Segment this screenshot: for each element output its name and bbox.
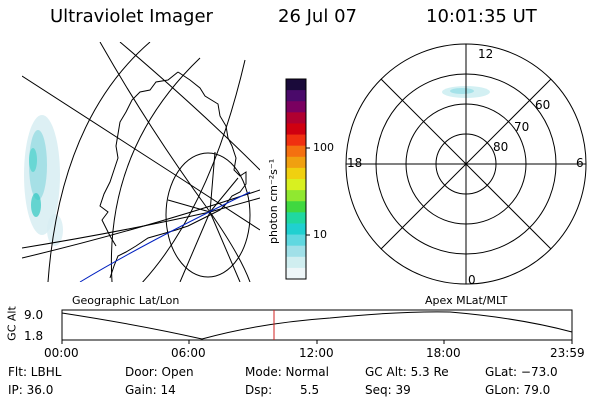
coastline — [99, 71, 247, 279]
status-ip: IP: 36.0 — [8, 383, 54, 397]
timeline-x-1800: 18:00 — [426, 346, 461, 360]
colorbar-cell — [286, 201, 306, 213]
mlt-label-0: 0 — [468, 273, 476, 287]
colorbar-cell — [286, 79, 306, 91]
instrument-title: Ultraviolet Imager — [50, 6, 213, 27]
geographic-map-caption: Geographic Lat/Lon — [72, 294, 180, 307]
colorbar-cell — [286, 101, 306, 113]
colorbar-cell — [286, 90, 306, 102]
colorbar-tick-100: 100 — [313, 141, 334, 154]
status-glat: GLat: −73.0 — [485, 365, 558, 379]
status-flt: Flt: LBHL — [8, 365, 62, 379]
timeline-y-max: 9.0 — [24, 308, 44, 322]
timeline-plot — [61, 309, 573, 344]
timeline-x-0600: 06:00 — [171, 346, 206, 360]
timeline-x-0000: 00:00 — [44, 346, 79, 360]
status-glon: GLon: 79.0 — [485, 383, 551, 397]
colorbar-cell — [286, 245, 306, 258]
colorbar-cell — [286, 145, 306, 158]
mlt-label-12: 12 — [478, 47, 494, 61]
colorbar-cell — [286, 156, 306, 169]
colorbar-cell — [286, 223, 306, 236]
geographic-map — [22, 42, 260, 282]
status-mode: Mode: Normal — [245, 365, 329, 379]
timeline-x-2359: 23:59 — [550, 346, 585, 360]
colorbar-cell — [286, 134, 306, 147]
polar-map-caption: Apex MLat/MLT — [425, 294, 508, 307]
mlt-label-6: 6 — [576, 156, 584, 170]
auroral-emission-left — [24, 115, 63, 246]
timeline-ticks — [61, 340, 573, 344]
timeline-axis-label: GC Alt — [5, 306, 19, 341]
colorbar-cell — [286, 112, 306, 124]
time-label: 10:01:35 UT — [426, 6, 537, 27]
colorbar-unit-label: photon cm⁻²s⁻¹ — [267, 158, 280, 244]
mlat-label-70: 70 — [514, 120, 530, 134]
gc-alt-curve — [61, 311, 573, 340]
colorbar — [285, 78, 310, 280]
colorbar-cell — [286, 190, 306, 202]
colorbar-cell — [286, 212, 306, 224]
status-dsp-value: 5.5 — [300, 383, 320, 397]
colorbar-cell — [286, 179, 306, 191]
status-gain: Gain: 14 — [125, 383, 176, 397]
mlat-label-80: 80 — [493, 140, 509, 154]
date-label: 26 Jul 07 — [278, 6, 357, 27]
terminator-line — [79, 191, 251, 282]
status-gc-alt: GC Alt: 5.3 Re — [365, 365, 449, 379]
status-door: Door: Open — [125, 365, 194, 379]
colorbar-cell — [286, 256, 306, 269]
colorbar-cell — [286, 267, 306, 280]
colorbar-cell — [286, 234, 306, 247]
colorbar-tick-10: 10 — [313, 228, 327, 241]
colorbar-cell — [286, 167, 306, 180]
colorbar-cell — [286, 123, 306, 136]
status-seq: Seq: 39 — [365, 383, 411, 397]
mlat-label-60: 60 — [535, 98, 551, 112]
polar-plot — [345, 43, 587, 285]
timeline-y-min: 1.8 — [24, 329, 44, 343]
lat-lon-grid — [22, 42, 260, 282]
mlt-label-18: 18 — [347, 156, 363, 170]
status-dsp-label: Dsp: — [245, 383, 273, 397]
timeline-x-1200: 12:00 — [299, 346, 334, 360]
